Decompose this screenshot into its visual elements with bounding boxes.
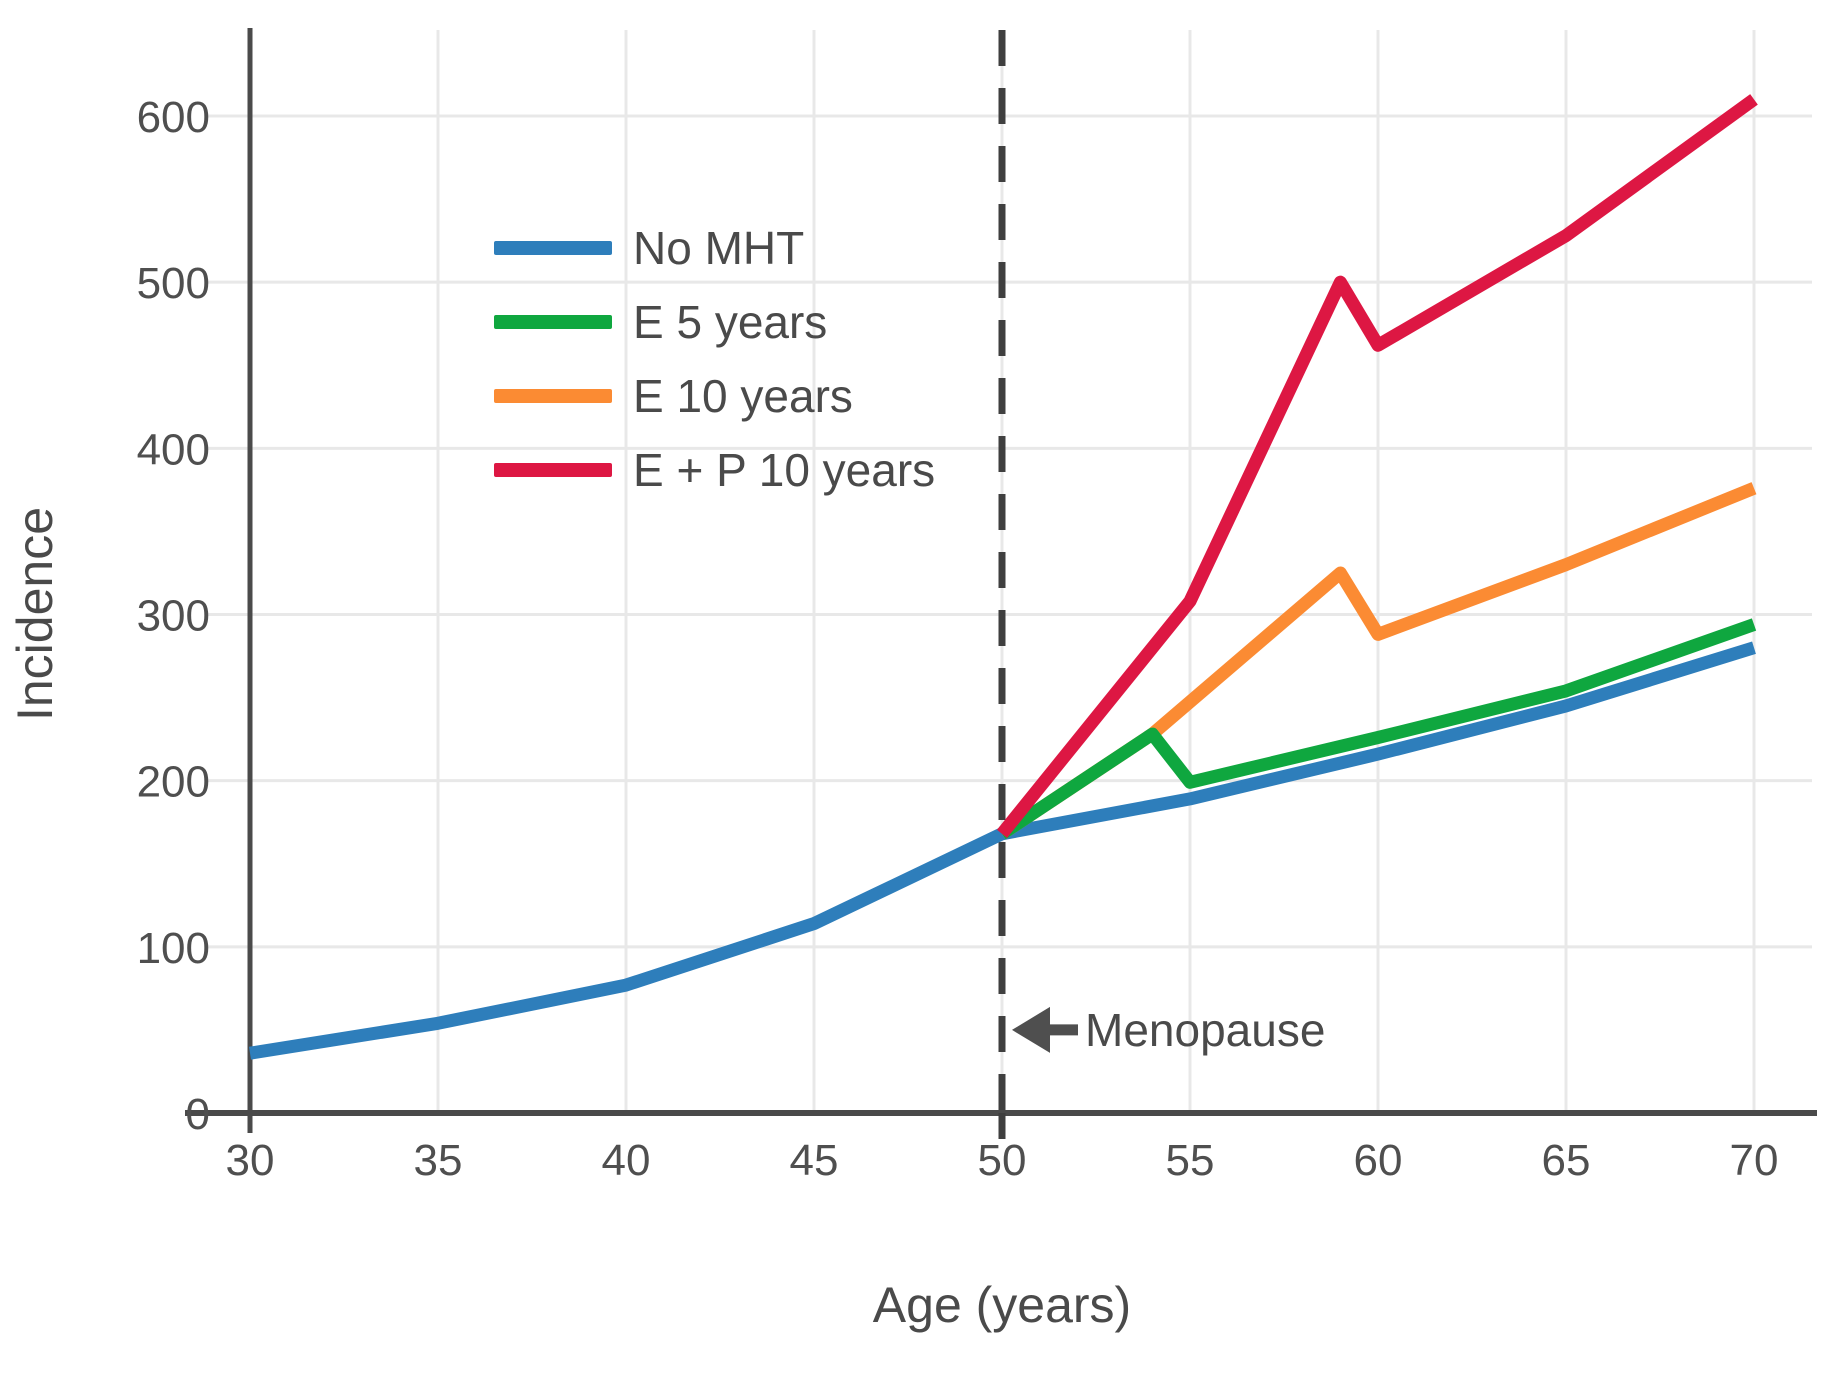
left-arrow-icon [1012,1006,1050,1053]
legend-item: No MHT [494,222,804,274]
y-tick-label: 300 [137,592,210,641]
legend-label: No MHT [633,222,804,274]
x-axis-title: Age (years) [873,1277,1131,1333]
series-line-e-p-10-years [996,94,1758,838]
legend-swatch [494,463,612,477]
legend-item: E 10 years [494,370,853,422]
y-tick-label: 400 [137,425,210,474]
x-tick-label: 35 [414,1136,463,1185]
legend-label: E + P 10 years [633,444,935,496]
y-tick-label: 200 [137,758,210,807]
legend-swatch [494,241,612,255]
legend-item: E + P 10 years [494,444,935,496]
x-tick-label: 60 [1354,1136,1403,1185]
x-tick-label: 50 [978,1136,1027,1185]
y-axis-title: Incidence [7,507,63,721]
y-tick-label: 100 [137,924,210,973]
x-tick-label: 65 [1542,1136,1591,1185]
y-tick-label: 500 [137,259,210,308]
legend-swatch [494,315,612,329]
menopause-annotation-label: Menopause [1085,1004,1325,1056]
y-tick-label: 600 [137,93,210,142]
x-tick-label: 40 [602,1136,651,1185]
x-tick-label: 45 [790,1136,839,1185]
series-line-e-5-years [998,618,1757,840]
legend-item: E 5 years [494,296,827,348]
x-tick-label: 30 [226,1136,275,1185]
y-tick-label: 0 [186,1090,210,1139]
legend-label: E 5 years [633,296,827,348]
legend-swatch [494,389,612,403]
x-tick-label: 55 [1166,1136,1215,1185]
legend-label: E 10 years [633,370,853,422]
x-tick-label: 70 [1730,1136,1779,1185]
